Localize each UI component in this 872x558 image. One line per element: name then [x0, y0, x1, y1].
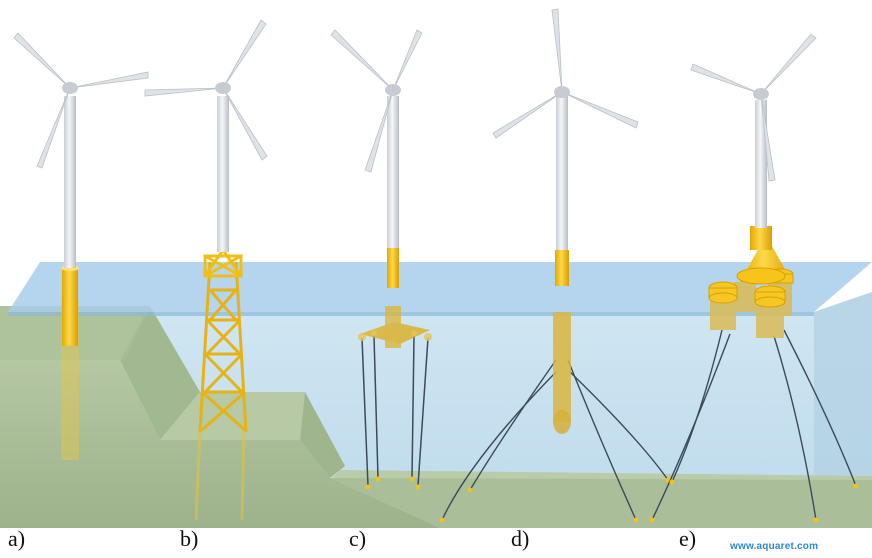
- turbine-c-tlp: [330, 29, 432, 490]
- label-a: a): [8, 526, 26, 551]
- turbine-e-semisub: [649, 33, 859, 523]
- watermark: www.aquaret.com: [730, 541, 819, 552]
- turbine-d-spar: [439, 8, 671, 523]
- label-c: c): [349, 526, 367, 551]
- label-b: b): [180, 526, 199, 551]
- turbine-b-jacket: [144, 19, 268, 521]
- turbine-a-monopile: [13, 32, 149, 460]
- label-e: e): [679, 526, 697, 551]
- label-d: d): [511, 526, 530, 551]
